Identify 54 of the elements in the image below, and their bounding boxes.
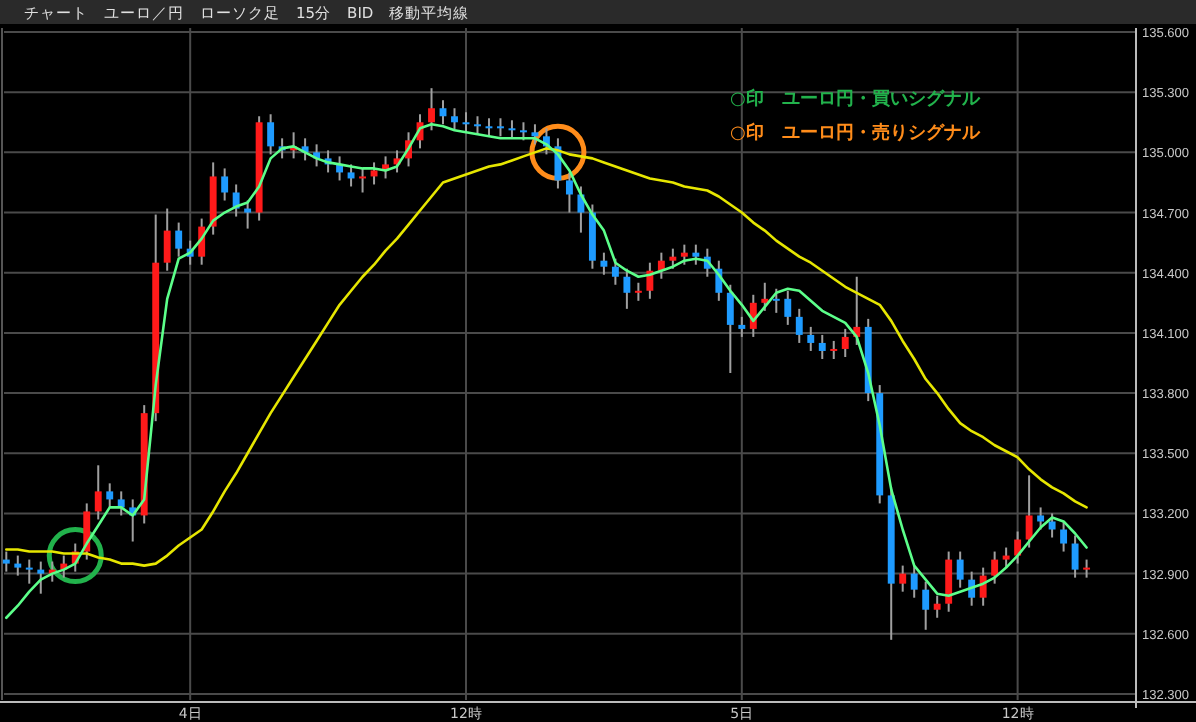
candlestick <box>497 117 504 138</box>
candlestick <box>83 502 91 561</box>
candlestick <box>795 307 803 344</box>
candlestick <box>428 87 435 132</box>
candlestick <box>577 185 585 234</box>
candlestick <box>945 550 953 613</box>
candlestick <box>956 550 964 589</box>
candlestick <box>692 243 700 266</box>
candlestick <box>347 163 355 188</box>
candlestick <box>474 115 481 136</box>
candlestick <box>1083 558 1091 579</box>
candlestick <box>600 251 608 276</box>
candlestick <box>1037 506 1045 531</box>
candlestick <box>623 267 631 310</box>
candlestick <box>726 283 734 375</box>
candlestick <box>1025 474 1033 549</box>
candlestick <box>106 482 114 509</box>
candlestick <box>818 333 826 360</box>
candlestick <box>117 490 125 517</box>
candlestick <box>1048 512 1056 539</box>
candlestick <box>910 564 918 599</box>
candlestick <box>359 167 367 194</box>
candlestick <box>634 281 642 302</box>
candlestick <box>14 554 22 577</box>
candlestick <box>807 325 815 352</box>
candlestick <box>1071 534 1079 579</box>
candlestick <box>25 558 33 585</box>
candlestick <box>784 289 792 326</box>
candlestick <box>761 281 769 312</box>
candlestick <box>163 207 171 272</box>
candlestick <box>680 243 688 266</box>
candlestick <box>933 594 941 619</box>
candlestick <box>370 161 378 186</box>
candlestick <box>221 167 229 202</box>
candlestick <box>1002 546 1010 569</box>
candlestick <box>841 327 849 358</box>
candlestick <box>2 550 10 573</box>
candlestick <box>175 221 183 258</box>
candlestick <box>94 464 102 521</box>
candlestick <box>244 199 252 230</box>
candlestick <box>772 287 780 314</box>
candlestick <box>267 113 275 156</box>
candlestick <box>830 339 838 360</box>
candlestick <box>1060 520 1068 553</box>
candlestick <box>991 550 999 585</box>
candlestick <box>669 247 677 270</box>
text: ○印 ユーロ円・売りシグナル <box>730 122 982 144</box>
candlestick <box>565 171 573 214</box>
text: ○印 ユーロ円・買いシグナル <box>730 88 982 110</box>
candlestick <box>899 564 907 593</box>
candlestick <box>738 315 746 338</box>
candlestick <box>922 580 930 631</box>
candlestick <box>451 107 458 132</box>
candlestick <box>37 560 45 595</box>
